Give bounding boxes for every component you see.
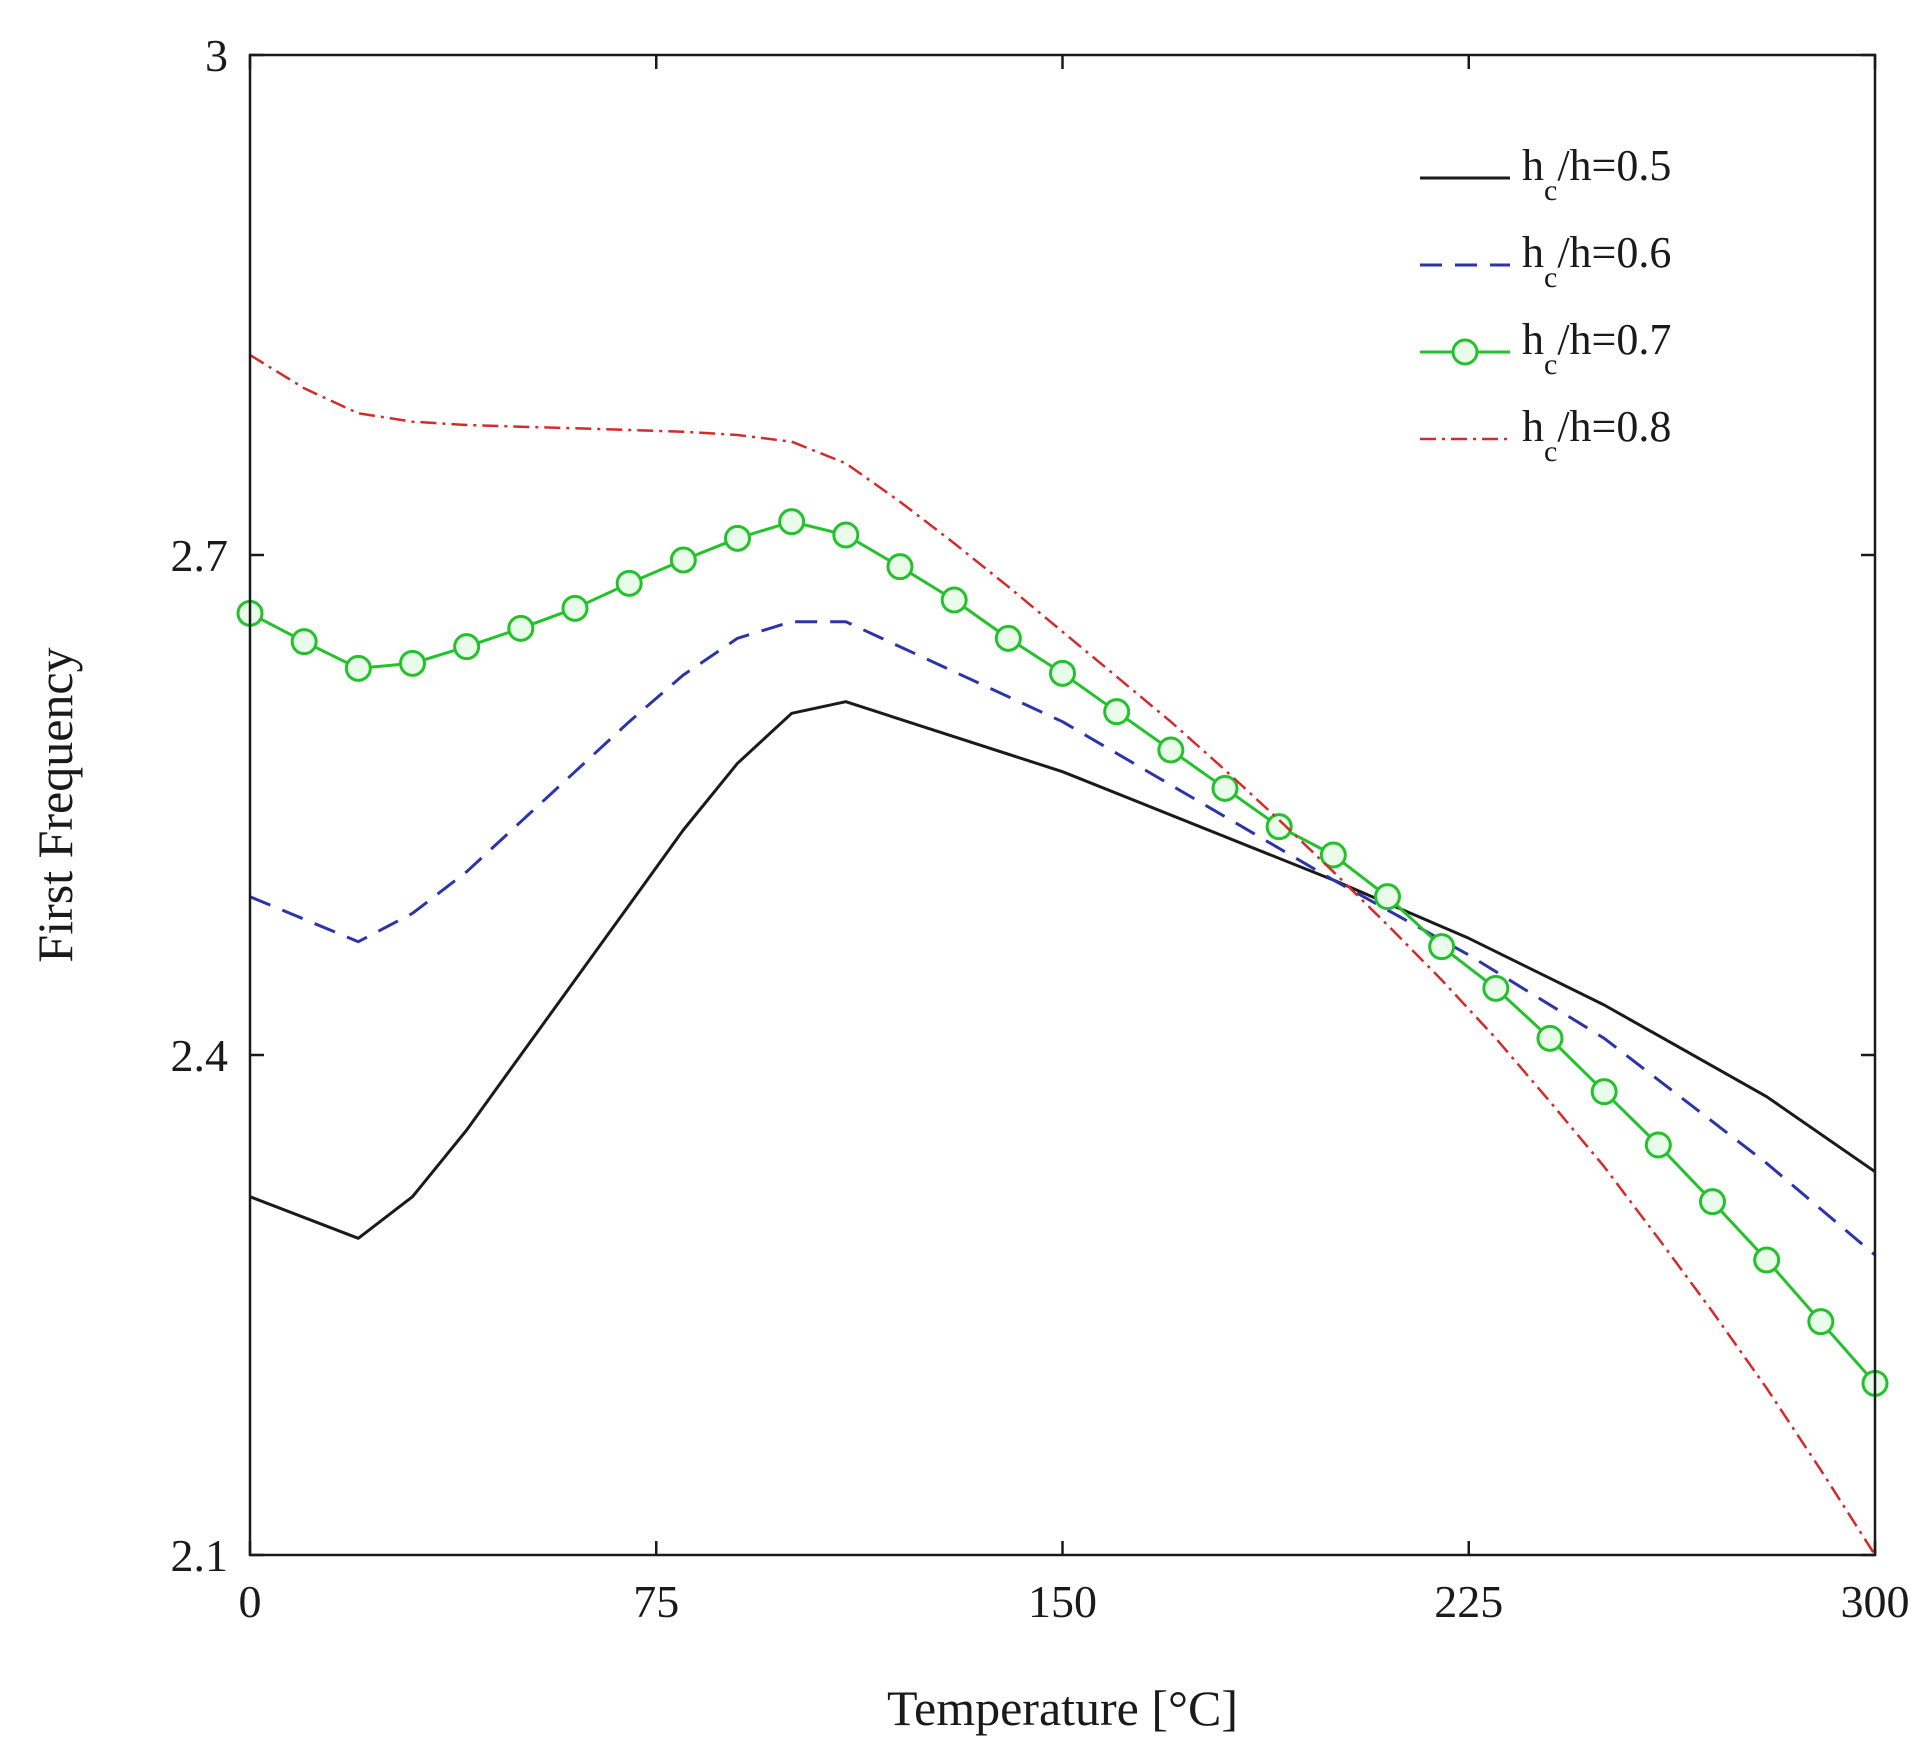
data-point [1211, 774, 1239, 802]
data-point [940, 586, 968, 614]
data-point [1265, 813, 1293, 841]
data-point [507, 614, 535, 642]
series-1 [249, 700, 1876, 1240]
data-point [1157, 736, 1185, 764]
series-2 [249, 620, 1876, 1257]
data-point [724, 524, 751, 552]
data-point [994, 624, 1022, 652]
data-point [1590, 1078, 1618, 1106]
data-point [290, 628, 318, 656]
series-layer [236, 353, 1889, 1556]
data-point [778, 508, 806, 536]
data-point [1482, 974, 1510, 1002]
data-point [669, 546, 697, 574]
legend-label: hc/h=0.6 [1522, 228, 1671, 294]
x-tick-label: 225 [1434, 1576, 1503, 1627]
x-axis-title: Temperature [°C] [887, 1680, 1238, 1736]
legend-marker [1451, 338, 1479, 366]
y-tick-label: 3 [205, 30, 228, 81]
data-point [1374, 883, 1401, 911]
y-tick-label: 2.7 [171, 530, 229, 581]
ticks-layer: 0 75 150 225 300 2.1 2.4 2.7 3 [171, 30, 1910, 1627]
legend-label: hc/h=0.7 [1522, 315, 1671, 381]
data-point [453, 633, 481, 661]
data-point [1644, 1131, 1672, 1159]
legend-item: hc/h=0.5 [1420, 141, 1671, 207]
data-point [1536, 1024, 1564, 1052]
data-point [344, 654, 372, 682]
legend-item: hc/h=0.8 [1420, 402, 1671, 468]
data-point [1428, 933, 1456, 961]
data-point [561, 594, 589, 622]
series-line [249, 353, 1877, 1556]
data-point [832, 521, 860, 549]
y-axis-title: First Frequency [27, 647, 83, 962]
data-point [1049, 659, 1076, 687]
legend-label: hc/h=0.8 [1522, 402, 1671, 468]
y-tick-label: 2.4 [171, 1030, 229, 1081]
data-point [1699, 1188, 1726, 1216]
legend-item: hc/h=0.7 [1420, 315, 1671, 381]
data-point [1103, 698, 1131, 726]
series-line [249, 700, 1876, 1240]
legend-label: hc/h=0.5 [1522, 141, 1671, 207]
series-line [249, 620, 1876, 1257]
y-tick-label: 2.1 [171, 1530, 229, 1581]
x-tick-label: 75 [633, 1576, 679, 1627]
data-point [399, 649, 426, 677]
legend-item: hc/h=0.6 [1420, 228, 1671, 294]
legend: hc/h=0.5 hc/h=0.6 hc/h=0.7 hc/h=0.8 [1420, 141, 1671, 468]
x-tick-label: 0 [239, 1576, 262, 1627]
x-tick-label: 150 [1028, 1576, 1097, 1627]
data-point [1753, 1246, 1781, 1274]
data-point [886, 553, 914, 581]
series-3 [236, 508, 1889, 1397]
data-point [615, 569, 643, 597]
data-point [1807, 1308, 1835, 1336]
x-tick-label: 300 [1841, 1576, 1910, 1627]
data-point [1319, 841, 1347, 869]
series-4 [249, 353, 1877, 1556]
